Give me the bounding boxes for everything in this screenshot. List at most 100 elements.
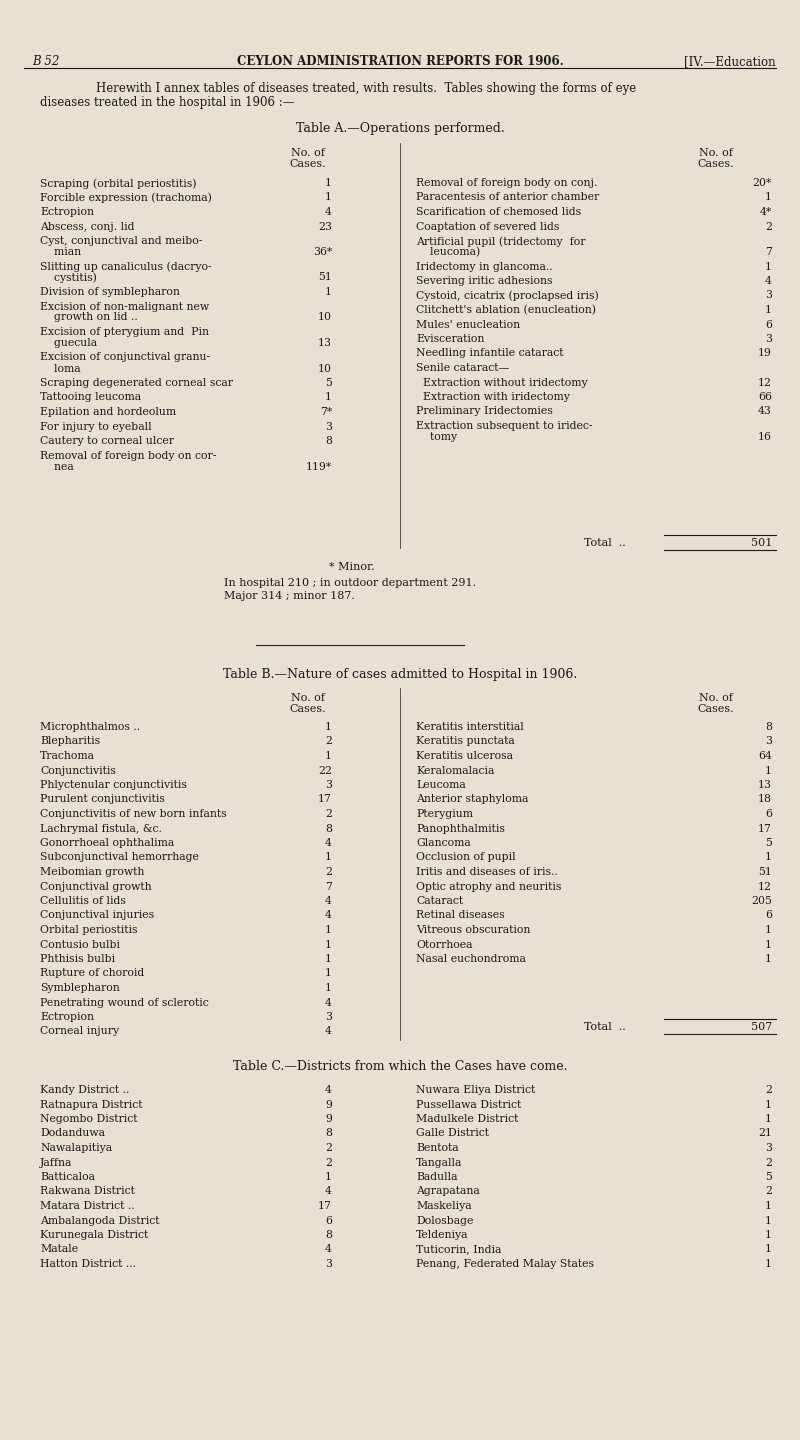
Text: Conjunctivitis: Conjunctivitis [40, 766, 116, 776]
Text: Clitchett's ablation (enucleation): Clitchett's ablation (enucleation) [416, 305, 596, 315]
Text: Conjunctivitis of new born infants: Conjunctivitis of new born infants [40, 809, 226, 819]
Text: 17: 17 [758, 824, 772, 834]
Text: 5: 5 [765, 1172, 772, 1182]
Text: Cases.: Cases. [698, 704, 734, 714]
Text: Vitreous obscuration: Vitreous obscuration [416, 924, 530, 935]
Text: 1: 1 [325, 393, 332, 403]
Text: 6: 6 [765, 809, 772, 819]
Text: Table B.—Nature of cases admitted to Hospital in 1906.: Table B.—Nature of cases admitted to Hos… [223, 668, 577, 681]
Text: 2: 2 [325, 867, 332, 877]
Text: 51: 51 [758, 867, 772, 877]
Text: 2: 2 [765, 1187, 772, 1197]
Text: 1: 1 [765, 852, 772, 863]
Text: 3: 3 [325, 1259, 332, 1269]
Text: 4: 4 [325, 896, 332, 906]
Text: Conjunctival growth: Conjunctival growth [40, 881, 152, 891]
Text: 16: 16 [758, 432, 772, 442]
Text: Panophthalmitis: Panophthalmitis [416, 824, 505, 834]
Text: diseases treated in the hospital in 1906 :—: diseases treated in the hospital in 1906… [40, 96, 294, 109]
Text: Extraction subsequent to iridec-: Extraction subsequent to iridec- [416, 420, 593, 431]
Text: 51: 51 [318, 272, 332, 282]
Text: Excision of pterygium and  Pin: Excision of pterygium and Pin [40, 327, 209, 337]
Text: Batticaloa: Batticaloa [40, 1172, 95, 1182]
Text: CEYLON ADMINISTRATION REPORTS FOR 1906.: CEYLON ADMINISTRATION REPORTS FOR 1906. [237, 55, 563, 68]
Text: 1: 1 [765, 1201, 772, 1211]
Text: Occlusion of pupil: Occlusion of pupil [416, 852, 516, 863]
Text: Contusio bulbi: Contusio bulbi [40, 939, 120, 949]
Text: 19: 19 [758, 348, 772, 359]
Text: loma: loma [40, 363, 81, 373]
Text: Total  ..: Total .. [584, 1022, 626, 1032]
Text: 1: 1 [765, 262, 772, 272]
Text: 8: 8 [325, 824, 332, 834]
Text: 1: 1 [325, 752, 332, 760]
Text: Mules' enucleation: Mules' enucleation [416, 320, 520, 330]
Text: leucoma): leucoma) [416, 248, 480, 258]
Text: 2: 2 [325, 1158, 332, 1168]
Text: Ratnapura District: Ratnapura District [40, 1100, 142, 1109]
Text: 1: 1 [325, 939, 332, 949]
Text: Herewith I annex tables of diseases treated, with results.  Tables showing the f: Herewith I annex tables of diseases trea… [96, 82, 636, 95]
Text: 4: 4 [325, 838, 332, 848]
Text: No. of: No. of [699, 148, 733, 158]
Text: Abscess, conj. lid: Abscess, conj. lid [40, 222, 134, 232]
Text: Glancoma: Glancoma [416, 838, 470, 848]
Text: 7: 7 [325, 881, 332, 891]
Text: Optic atrophy and neuritis: Optic atrophy and neuritis [416, 881, 562, 891]
Text: 4: 4 [765, 276, 772, 287]
Text: 66: 66 [758, 392, 772, 402]
Text: 6: 6 [765, 910, 772, 920]
Text: Scarification of chemosed lids: Scarification of chemosed lids [416, 207, 581, 217]
Text: 4: 4 [325, 910, 332, 920]
Text: 119*: 119* [306, 461, 332, 471]
Text: Maskeliya: Maskeliya [416, 1201, 472, 1211]
Text: Phthisis bulbi: Phthisis bulbi [40, 953, 115, 963]
Text: Lachrymal fistula, &c.: Lachrymal fistula, &c. [40, 824, 162, 834]
Text: Anterior staphyloma: Anterior staphyloma [416, 795, 528, 805]
Text: Teldeniya: Teldeniya [416, 1230, 469, 1240]
Text: Tangalla: Tangalla [416, 1158, 462, 1168]
Text: 2: 2 [325, 736, 332, 746]
Text: 1: 1 [325, 969, 332, 979]
Text: Cyst, conjunctival and meibo-: Cyst, conjunctival and meibo- [40, 236, 202, 246]
Text: Artificial pupil (tridectomy  for: Artificial pupil (tridectomy for [416, 236, 586, 246]
Text: 9: 9 [325, 1100, 332, 1109]
Text: 4*: 4* [760, 207, 772, 217]
Text: 1: 1 [325, 1172, 332, 1182]
Text: Cystoid, cicatrix (proclapsed iris): Cystoid, cicatrix (proclapsed iris) [416, 291, 598, 301]
Text: 8: 8 [325, 1230, 332, 1240]
Text: Excision of conjunctival granu-: Excision of conjunctival granu- [40, 353, 210, 363]
Text: 21: 21 [758, 1129, 772, 1139]
Text: Matara District ..: Matara District .. [40, 1201, 134, 1211]
Text: Ambalangoda District: Ambalangoda District [40, 1215, 159, 1225]
Text: Cases.: Cases. [290, 704, 326, 714]
Text: Scraping (orbital periostitis): Scraping (orbital periostitis) [40, 179, 197, 189]
Text: Preliminary Iridectomies: Preliminary Iridectomies [416, 406, 553, 416]
Text: Iridectomy in glancoma..: Iridectomy in glancoma.. [416, 262, 553, 272]
Text: 7: 7 [765, 248, 772, 256]
Text: 1: 1 [325, 953, 332, 963]
Text: 2: 2 [325, 809, 332, 819]
Text: No. of: No. of [291, 693, 325, 703]
Text: Extraction with iridectomy: Extraction with iridectomy [416, 392, 570, 402]
Text: Matale: Matale [40, 1244, 78, 1254]
Text: Corneal injury: Corneal injury [40, 1027, 119, 1037]
Text: 5: 5 [325, 377, 332, 387]
Text: 22: 22 [318, 766, 332, 776]
Text: 3: 3 [325, 780, 332, 791]
Text: Nasal euchondroma: Nasal euchondroma [416, 953, 526, 963]
Text: Cataract: Cataract [416, 896, 463, 906]
Text: 1: 1 [765, 193, 772, 203]
Text: 2: 2 [325, 1143, 332, 1153]
Text: Tattooing leucoma: Tattooing leucoma [40, 393, 141, 403]
Text: Symblepharon: Symblepharon [40, 984, 120, 994]
Text: No. of: No. of [699, 693, 733, 703]
Text: 1: 1 [765, 924, 772, 935]
Text: 17: 17 [318, 795, 332, 805]
Text: Cellulitis of lids: Cellulitis of lids [40, 896, 126, 906]
Text: Rupture of choroid: Rupture of choroid [40, 969, 144, 979]
Text: In hospital 210 ; in outdoor department 291.: In hospital 210 ; in outdoor department … [224, 577, 476, 588]
Text: Dodanduwa: Dodanduwa [40, 1129, 105, 1139]
Text: 13: 13 [758, 780, 772, 791]
Text: Senile cataract—: Senile cataract— [416, 363, 510, 373]
